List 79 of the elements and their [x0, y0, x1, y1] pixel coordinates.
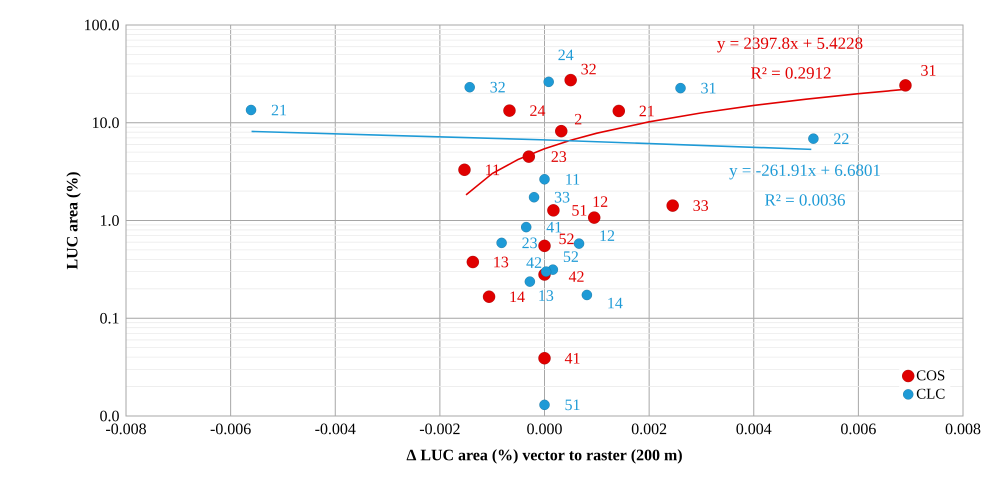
x-tick-label: 0.006 [841, 424, 876, 434]
x-tick-label: -0.004 [315, 424, 356, 434]
annotation: 33 [554, 192, 570, 203]
x-axis-title: Δ LUC area (%) vector to raster (200 m) [406, 449, 682, 464]
point [496, 238, 507, 248]
point [538, 352, 551, 364]
y-tick-label: 1.0 [100, 215, 119, 226]
y-axis-title: LUC area (%) [66, 172, 81, 270]
point [464, 82, 475, 92]
annotation: 22 [834, 133, 848, 144]
annotation: 51 [565, 400, 580, 410]
point [246, 104, 256, 116]
point [582, 290, 592, 300]
point [538, 240, 551, 252]
point [543, 76, 554, 88]
point [522, 150, 536, 163]
point [574, 238, 584, 249]
annotation: 51 [572, 205, 586, 216]
legend-label: CLC [916, 388, 944, 399]
annotation: 52 [564, 251, 578, 262]
annotation: y = 2397.8x + 5.4228 [717, 38, 862, 52]
y-tick-label: 100.0 [85, 20, 119, 30]
annotation: 24 [530, 105, 546, 116]
annotation: R² = 0.2912 [751, 67, 831, 79]
annotation: 24 [558, 50, 574, 60]
point [458, 164, 471, 176]
y-tick-label: 0.0 [100, 410, 119, 422]
point [482, 290, 496, 303]
annotation: R² = 0.0036 [765, 194, 845, 206]
annotation: 12 [594, 196, 608, 207]
y-tick-label: 10.0 [93, 117, 119, 128]
annotation: 41 [546, 222, 562, 232]
point [503, 104, 516, 117]
annotation: 13 [494, 256, 508, 268]
point [466, 256, 480, 268]
point [539, 174, 550, 184]
annotation: 42 [568, 271, 584, 282]
point [547, 204, 560, 217]
annotation: 42 [526, 257, 542, 268]
x-tick-label: -0.002 [420, 424, 460, 434]
x-tick-label: 0.002 [632, 424, 666, 434]
point [675, 82, 686, 94]
x-tick-label: 0.004 [736, 424, 772, 434]
annotation: 21 [272, 104, 286, 116]
point [808, 133, 819, 144]
point [555, 124, 568, 138]
point [612, 104, 625, 118]
annotation: 12 [600, 230, 614, 241]
annotation: 23 [522, 238, 537, 248]
x-tick-label: 0.000 [527, 424, 562, 434]
x-tick-label: 0.008 [946, 424, 980, 434]
annotation: 31 [921, 65, 936, 76]
annotation: 32 [490, 82, 505, 93]
point [528, 192, 540, 202]
annotation: 11 [566, 174, 580, 185]
annotation: y = -261.91x + 6.6801 [729, 164, 880, 180]
point [564, 74, 577, 86]
point [588, 211, 600, 224]
y-tick-label: 0.1 [100, 312, 119, 324]
annotation: 14 [510, 291, 525, 302]
point [524, 276, 536, 287]
annotation: 23 [552, 151, 566, 162]
annotation: 52 [559, 234, 574, 244]
annotation: 41 [564, 352, 580, 364]
annotation: 33 [693, 200, 708, 211]
point [540, 266, 552, 277]
x-tick-label: -0.006 [210, 424, 251, 434]
annotation: 2 [574, 114, 582, 124]
point [521, 222, 532, 232]
point [539, 400, 550, 410]
legend-label: COS [916, 370, 944, 380]
annotation: 31 [701, 82, 716, 94]
annotation: 32 [581, 64, 596, 74]
x-tick-label: -0.008 [106, 424, 146, 434]
annotation: 14 [608, 298, 623, 308]
point [666, 199, 679, 212]
annotation: 21 [640, 106, 654, 116]
annotation: 13 [539, 290, 554, 301]
point [899, 79, 912, 92]
